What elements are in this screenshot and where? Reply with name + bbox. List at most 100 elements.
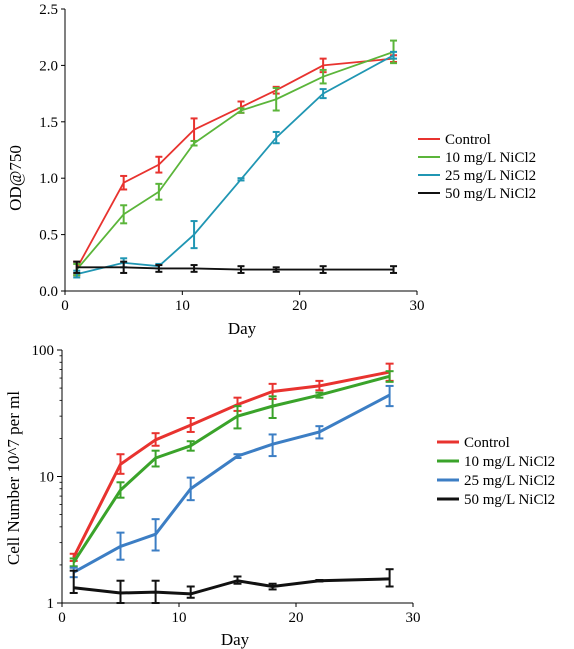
od-x-tick-label: 20: [292, 298, 307, 314]
cell-number-chart-axes: 0 10 20 30 1 10 100: [32, 343, 421, 626]
od-error-bar: [120, 204, 128, 225]
cell-error-bar: [233, 405, 242, 430]
cell-legend-item: 25 mg/L NiCl2: [437, 473, 555, 489]
od-error-bar: [272, 266, 280, 273]
od-series-control: [73, 54, 398, 277]
cell-error-bar: [268, 582, 277, 591]
od-series-50-mg-l-nicl2: [73, 260, 398, 274]
od-error-bar: [73, 260, 81, 274]
cell-error-bar: [385, 370, 394, 383]
od-error-bar: [237, 265, 245, 274]
od-error-bar: [190, 264, 198, 273]
od-chart-axes: 0 10 20 30 0.0 0.5 1.0 1.5 2.0 2.5: [39, 2, 424, 314]
cell-legend-label: Control: [464, 435, 510, 451]
cell-error-bar: [151, 518, 160, 552]
cell-error-bar: [116, 481, 125, 499]
od-error-bar: [155, 155, 163, 174]
od-error-bar: [237, 107, 245, 114]
cell-x-tick-label: 0: [58, 610, 66, 626]
od-legend-label: 50 mg/L NiCl2: [445, 186, 536, 202]
od-series-line: [76, 54, 394, 275]
od-error-bar: [319, 88, 327, 100]
cell-legend-item: Control: [437, 435, 510, 451]
cell-error-bar: [151, 579, 160, 604]
cell-x-tick-label: 30: [406, 610, 421, 626]
cell-error-bar: [268, 395, 277, 420]
cell-number-chart-xlabel: Day: [221, 630, 250, 649]
cell-x-tick-label: 10: [172, 610, 187, 626]
cell-error-bar: [69, 557, 78, 568]
od-legend-label: Control: [445, 132, 491, 148]
cell-number-chart: 0 10 20 30 1 10 100 Day Cell Number 10^7 per m…: [4, 343, 555, 649]
od-error-bar: [155, 264, 163, 273]
od-series-line: [76, 266, 394, 271]
cell-error-bar: [186, 585, 195, 599]
od-error-bar: [390, 265, 398, 274]
cell-number-chart-series: [69, 362, 394, 604]
cell-legend-item: 50 mg/L NiCl2: [437, 492, 555, 508]
od-series-line: [75, 57, 394, 269]
cell-series-line: [72, 370, 390, 558]
cell-series-line: [73, 577, 390, 596]
cell-error-bar: [186, 417, 195, 433]
od-error-bar: [272, 130, 280, 145]
cell-number-chart-legend: Control 10 mg/L NiCl2 25 mg/L NiCl2 50 mg/L…: [437, 435, 555, 508]
cell-error-bar: [116, 531, 125, 561]
od-y-tick-label: 0.5: [39, 228, 58, 244]
od-error-bar: [120, 174, 128, 191]
cell-error-bar: [268, 433, 277, 458]
od-y-tick-label: 2.5: [39, 2, 58, 18]
cell-error-bar: [385, 568, 394, 588]
cell-error-bar: [151, 432, 160, 447]
cell-error-bar: [315, 578, 324, 583]
cell-series-line: [72, 393, 391, 574]
cell-error-bar: [315, 425, 324, 440]
od-legend-label: 10 mg/L NiCl2: [445, 150, 536, 166]
cell-error-bar: [315, 379, 324, 392]
od-x-tick-label: 0: [61, 298, 69, 314]
od-error-bar: [319, 265, 327, 274]
od-legend-item: 50 mg/L NiCl2: [418, 186, 536, 202]
od-error-bar: [155, 182, 163, 201]
cell-error-bar: [233, 453, 242, 460]
od-y-tick-label: 2.0: [39, 58, 58, 74]
cell-legend-label: 25 mg/L NiCl2: [464, 473, 555, 489]
od-error-bar: [272, 86, 280, 112]
cell-error-bar: [151, 449, 160, 468]
od-x-tick-label: 10: [175, 298, 190, 314]
od-chart-ylabel: OD@750: [6, 145, 25, 211]
od-chart-xlabel: Day: [228, 319, 257, 338]
od-series-25-mg-l-nicl2: [73, 50, 398, 279]
od-error-bar: [390, 50, 398, 60]
od-error-bar: [190, 117, 198, 142]
od-legend-item: Control: [418, 132, 491, 148]
cell-error-bar: [186, 440, 195, 452]
cell-error-bar: [385, 384, 394, 408]
cell-series-50-mg-l-nicl2: [69, 568, 394, 604]
od-chart-series: [73, 39, 398, 279]
cell-series-10-mg-l-nicl2: [69, 370, 394, 568]
cell-legend-label: 50 mg/L NiCl2: [464, 492, 555, 508]
cell-x-tick-label: 20: [289, 610, 304, 626]
cell-error-bar: [186, 476, 195, 502]
od-error-bar: [120, 260, 128, 274]
od-chart: 0 10 20 30 0.0 0.5 1.0 1.5 2.0 2.5 Day OD@750 Con…: [6, 2, 536, 338]
cell-error-bar: [315, 391, 324, 399]
cell-number-chart-ylabel: Cell Number 10^7 per ml: [4, 391, 23, 565]
od-legend-label: 25 mg/L NiCl2: [445, 168, 536, 184]
od-error-bar: [190, 139, 198, 147]
od-legend-item: 10 mg/L NiCl2: [418, 150, 536, 166]
od-y-tick-label: 0.0: [39, 284, 58, 300]
cell-legend-label: 10 mg/L NiCl2: [464, 454, 555, 470]
cell-y-tick-label: 1: [47, 596, 55, 612]
od-series-line: [76, 51, 394, 271]
od-error-bar: [237, 177, 245, 182]
cell-legend-item: 10 mg/L NiCl2: [437, 454, 555, 470]
od-y-tick-label: 1.0: [39, 171, 58, 187]
cell-y-tick-label: 10: [39, 470, 54, 486]
od-series-10-mg-l-nicl2: [73, 39, 398, 277]
cell-error-bar: [116, 579, 125, 604]
cell-series-control: [69, 362, 394, 562]
cell-y-tick-label: 100: [32, 343, 55, 359]
